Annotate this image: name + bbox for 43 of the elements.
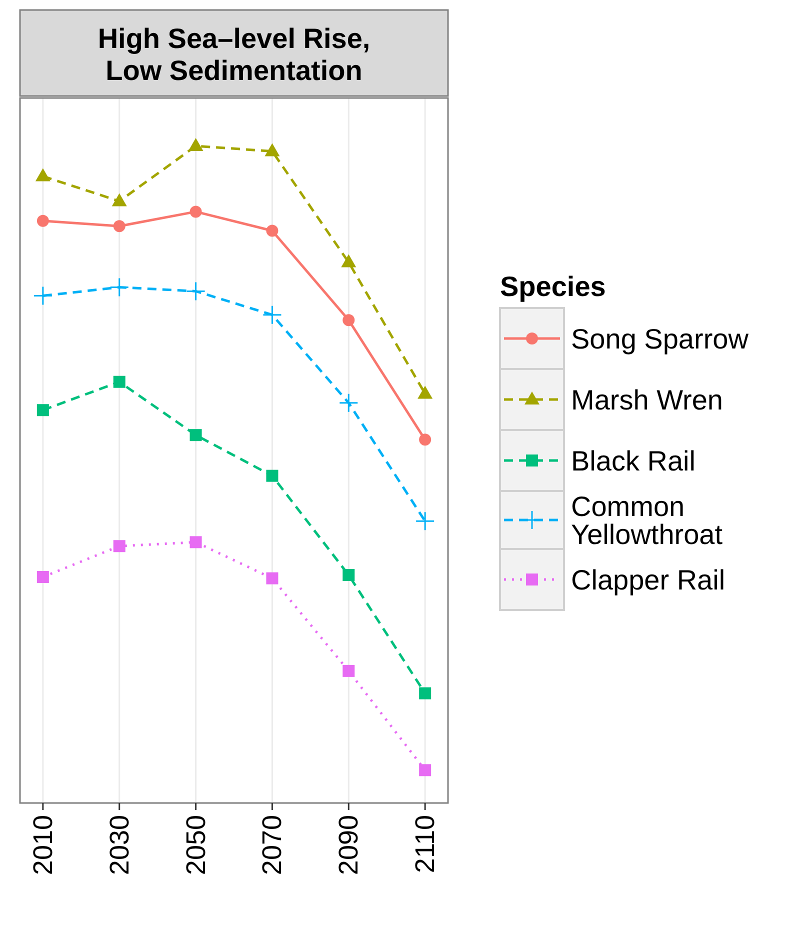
point bbox=[113, 376, 126, 388]
point bbox=[186, 281, 206, 301]
point bbox=[266, 470, 278, 482]
x-tick-label: 2010 bbox=[28, 815, 58, 876]
legend-label: Common Yellowthroat bbox=[571, 490, 723, 550]
point bbox=[190, 429, 202, 442]
point bbox=[415, 511, 435, 531]
point bbox=[342, 569, 355, 582]
point bbox=[36, 214, 49, 227]
point bbox=[419, 764, 432, 776]
point bbox=[342, 664, 355, 677]
point bbox=[342, 314, 355, 326]
legend-label: Clapper Rail bbox=[571, 564, 726, 595]
point bbox=[112, 193, 127, 206]
point bbox=[35, 168, 50, 182]
legend-title: Species bbox=[500, 271, 606, 302]
point bbox=[33, 286, 53, 306]
x-tick-label: 2090 bbox=[334, 815, 364, 876]
point bbox=[266, 572, 278, 584]
point bbox=[338, 393, 358, 413]
point bbox=[266, 224, 278, 237]
x-tick-label: 2030 bbox=[104, 815, 134, 876]
point bbox=[262, 305, 282, 325]
x-tick-label: 2070 bbox=[257, 815, 288, 876]
point bbox=[113, 540, 126, 552]
x-tick-label: 2110 bbox=[410, 815, 440, 874]
point bbox=[188, 138, 204, 151]
point bbox=[341, 254, 356, 268]
point bbox=[36, 570, 49, 583]
x-tick-label: 2050 bbox=[180, 815, 211, 876]
point bbox=[110, 278, 130, 298]
point bbox=[113, 220, 126, 232]
legend-label: Black Rail bbox=[571, 445, 696, 476]
point bbox=[36, 404, 49, 416]
point bbox=[190, 206, 202, 218]
legend-label: Song Sparrow bbox=[571, 323, 750, 354]
point bbox=[418, 386, 433, 399]
point bbox=[419, 434, 432, 446]
legend-label: Marsh Wren bbox=[571, 384, 723, 415]
point bbox=[190, 536, 202, 548]
chart-title: High Sea–level Rise, Low Sedimentation bbox=[98, 22, 370, 86]
point bbox=[419, 687, 432, 700]
point bbox=[264, 143, 280, 156]
